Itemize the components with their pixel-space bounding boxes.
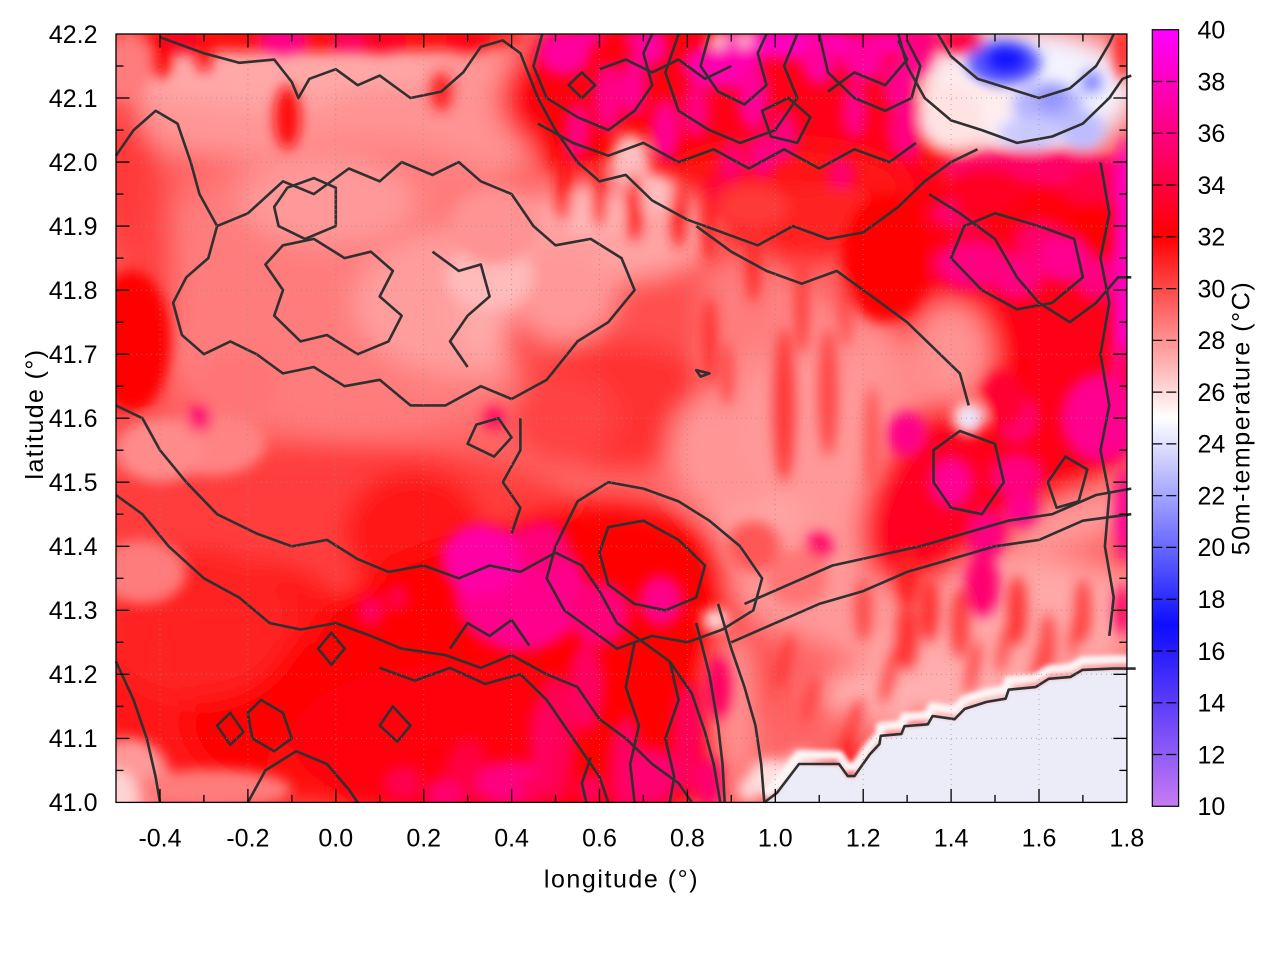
svg-text:20: 20 bbox=[1198, 534, 1226, 562]
svg-text:26: 26 bbox=[1198, 379, 1226, 407]
svg-text:41.8: 41.8 bbox=[49, 277, 98, 305]
svg-text:41.1: 41.1 bbox=[49, 725, 98, 753]
svg-text:0.2: 0.2 bbox=[406, 824, 441, 852]
svg-text:41.2: 41.2 bbox=[49, 661, 98, 689]
svg-text:0.4: 0.4 bbox=[494, 824, 529, 852]
svg-text:28: 28 bbox=[1198, 327, 1226, 355]
svg-text:41.7: 41.7 bbox=[49, 341, 98, 369]
svg-text:latitude (°): latitude (°) bbox=[21, 348, 49, 479]
svg-text:42.2: 42.2 bbox=[49, 21, 98, 49]
svg-text:1.4: 1.4 bbox=[934, 824, 969, 852]
svg-text:10: 10 bbox=[1198, 793, 1226, 821]
svg-text:42.1: 42.1 bbox=[49, 85, 98, 113]
svg-text:0.8: 0.8 bbox=[670, 824, 705, 852]
svg-text:16: 16 bbox=[1198, 638, 1226, 666]
svg-text:41.4: 41.4 bbox=[49, 533, 98, 561]
svg-text:0.0: 0.0 bbox=[318, 824, 353, 852]
svg-text:12: 12 bbox=[1198, 741, 1226, 769]
svg-text:1.0: 1.0 bbox=[758, 824, 793, 852]
svg-text:41.5: 41.5 bbox=[49, 469, 98, 497]
svg-text:36: 36 bbox=[1198, 120, 1226, 148]
svg-text:1.6: 1.6 bbox=[1022, 824, 1057, 852]
svg-text:24: 24 bbox=[1198, 431, 1226, 459]
svg-text:41.9: 41.9 bbox=[49, 213, 98, 241]
svg-text:0.6: 0.6 bbox=[582, 824, 617, 852]
svg-text:41.6: 41.6 bbox=[49, 405, 98, 433]
svg-text:42.0: 42.0 bbox=[49, 149, 98, 177]
svg-text:50m-temperature (°C): 50m-temperature (°C) bbox=[1228, 281, 1256, 555]
svg-text:14: 14 bbox=[1198, 690, 1226, 718]
svg-text:longitude (°): longitude (°) bbox=[544, 865, 699, 893]
svg-text:32: 32 bbox=[1198, 224, 1226, 252]
svg-text:-0.2: -0.2 bbox=[226, 824, 269, 852]
svg-text:1.8: 1.8 bbox=[1110, 824, 1145, 852]
svg-text:-0.4: -0.4 bbox=[138, 824, 181, 852]
svg-text:1.2: 1.2 bbox=[846, 824, 881, 852]
svg-text:22: 22 bbox=[1198, 483, 1226, 511]
svg-text:34: 34 bbox=[1198, 172, 1226, 200]
svg-text:30: 30 bbox=[1198, 275, 1226, 303]
svg-text:38: 38 bbox=[1198, 68, 1226, 96]
svg-text:18: 18 bbox=[1198, 586, 1226, 614]
svg-text:40: 40 bbox=[1198, 17, 1226, 45]
svg-text:41.0: 41.0 bbox=[49, 789, 98, 817]
svg-text:41.3: 41.3 bbox=[49, 597, 98, 625]
